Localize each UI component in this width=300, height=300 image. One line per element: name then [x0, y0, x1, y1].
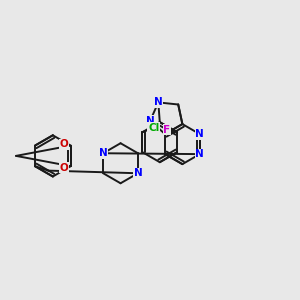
Text: Cl: Cl [148, 123, 159, 133]
Text: N: N [134, 168, 142, 178]
Text: N: N [99, 148, 108, 158]
Text: O: O [60, 139, 69, 149]
Text: N: N [154, 98, 163, 107]
Text: F: F [163, 125, 170, 135]
Text: O: O [60, 163, 69, 173]
Text: N: N [146, 116, 154, 126]
Text: N: N [195, 149, 204, 159]
Text: N: N [195, 129, 204, 139]
